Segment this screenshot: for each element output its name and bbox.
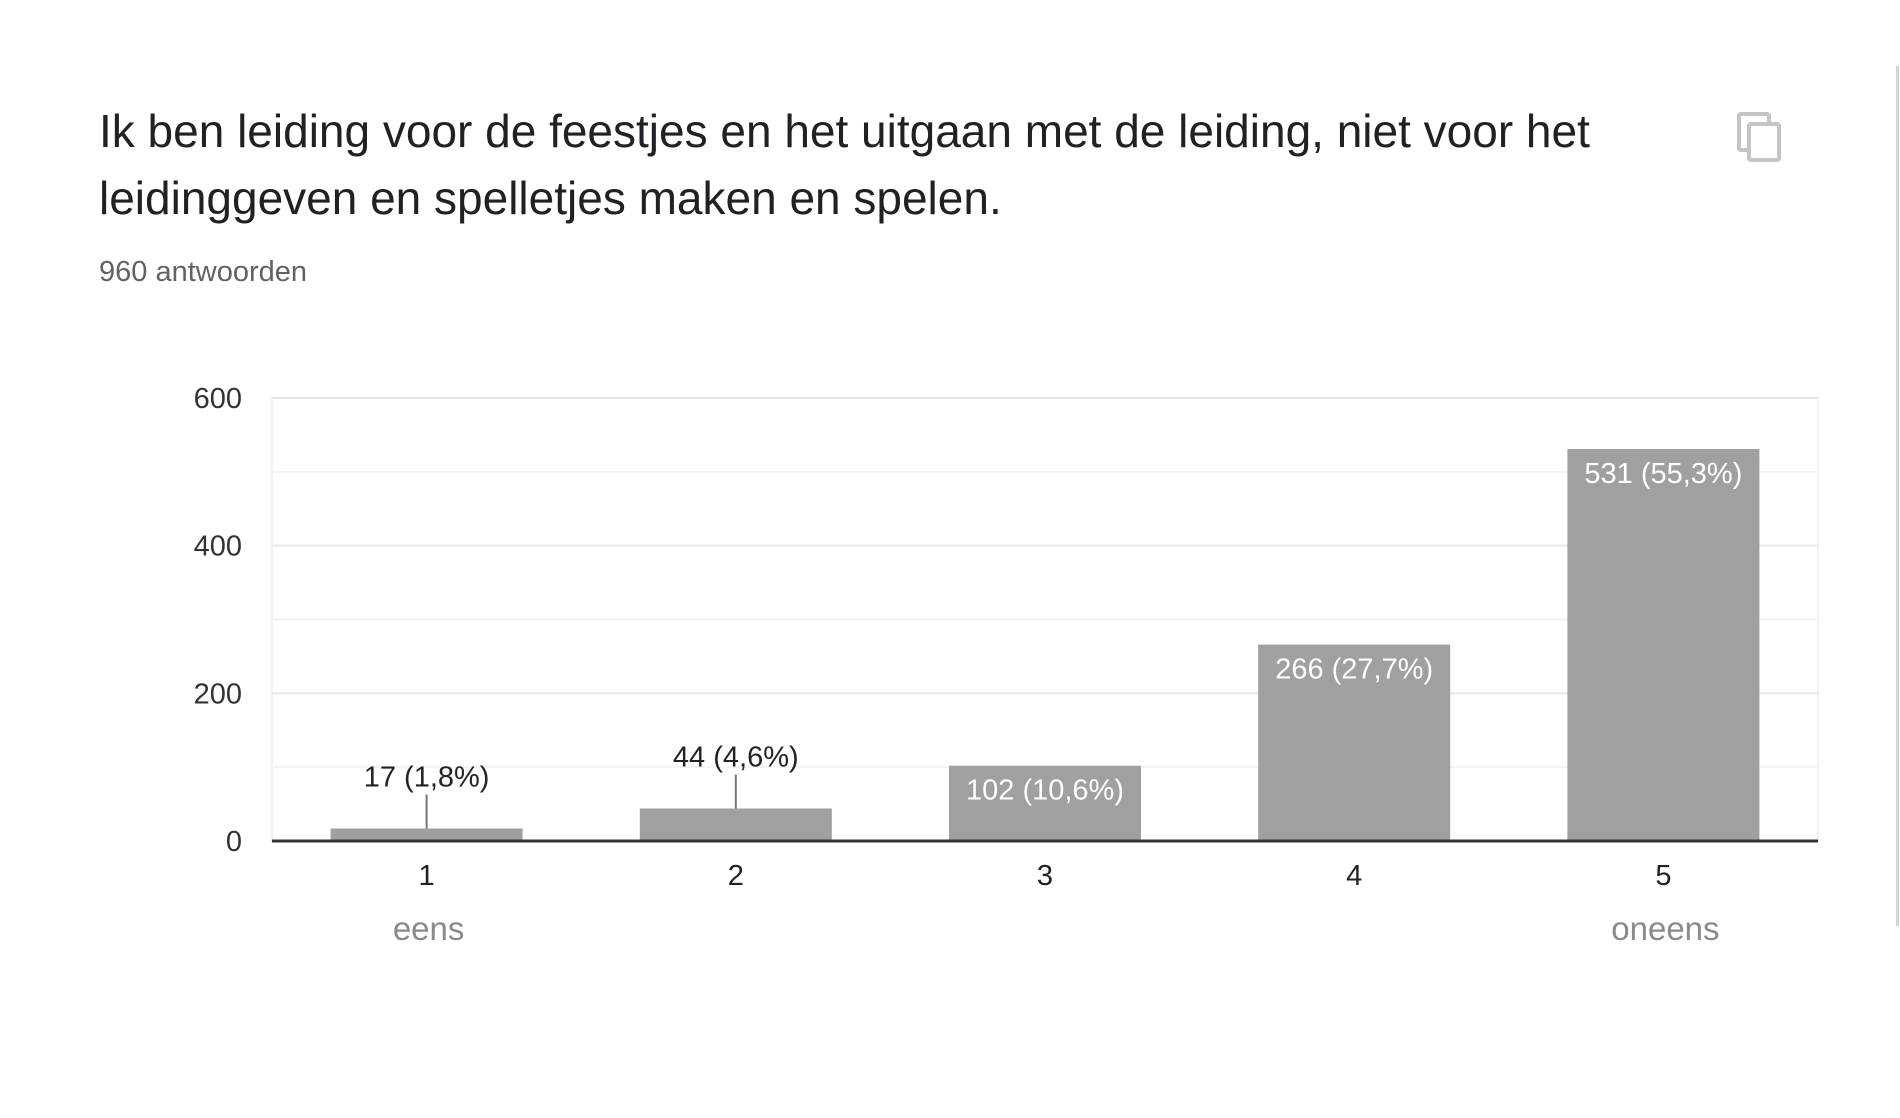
y-tick-label: 0 [226,826,242,858]
x-tick-label: 3 [1037,860,1053,892]
x-tick-label: 5 [1655,860,1671,892]
data-label: 102 (10,6%) [966,775,1124,807]
x-tick-label: 1 [419,860,435,892]
data-label: 531 (55,3%) [1584,458,1742,490]
scale-label-high: oneens [1611,910,1719,947]
data-label: 266 (27,7%) [1275,654,1433,686]
copy-icon[interactable] [1735,110,1785,164]
right-divider [1896,66,1899,926]
scale-label-low: eens [393,910,465,947]
question-title: Ik ben leiding voor de feestjes en het u… [99,105,1590,224]
data-label: 44 (4,6%) [673,742,799,774]
y-tick-label: 600 [194,383,242,415]
bar [949,765,1141,841]
bar [330,828,523,841]
response-count: 960 antwoorden [99,256,307,288]
x-tick-label: 4 [1346,860,1362,892]
bar [1258,644,1451,841]
x-tick-label: 2 [728,860,744,892]
y-tick-label: 200 [194,678,242,710]
bar [1567,448,1760,841]
data-label: 17 (1,8%) [364,761,490,793]
bar [639,808,832,841]
y-tick-label: 400 [194,531,242,563]
